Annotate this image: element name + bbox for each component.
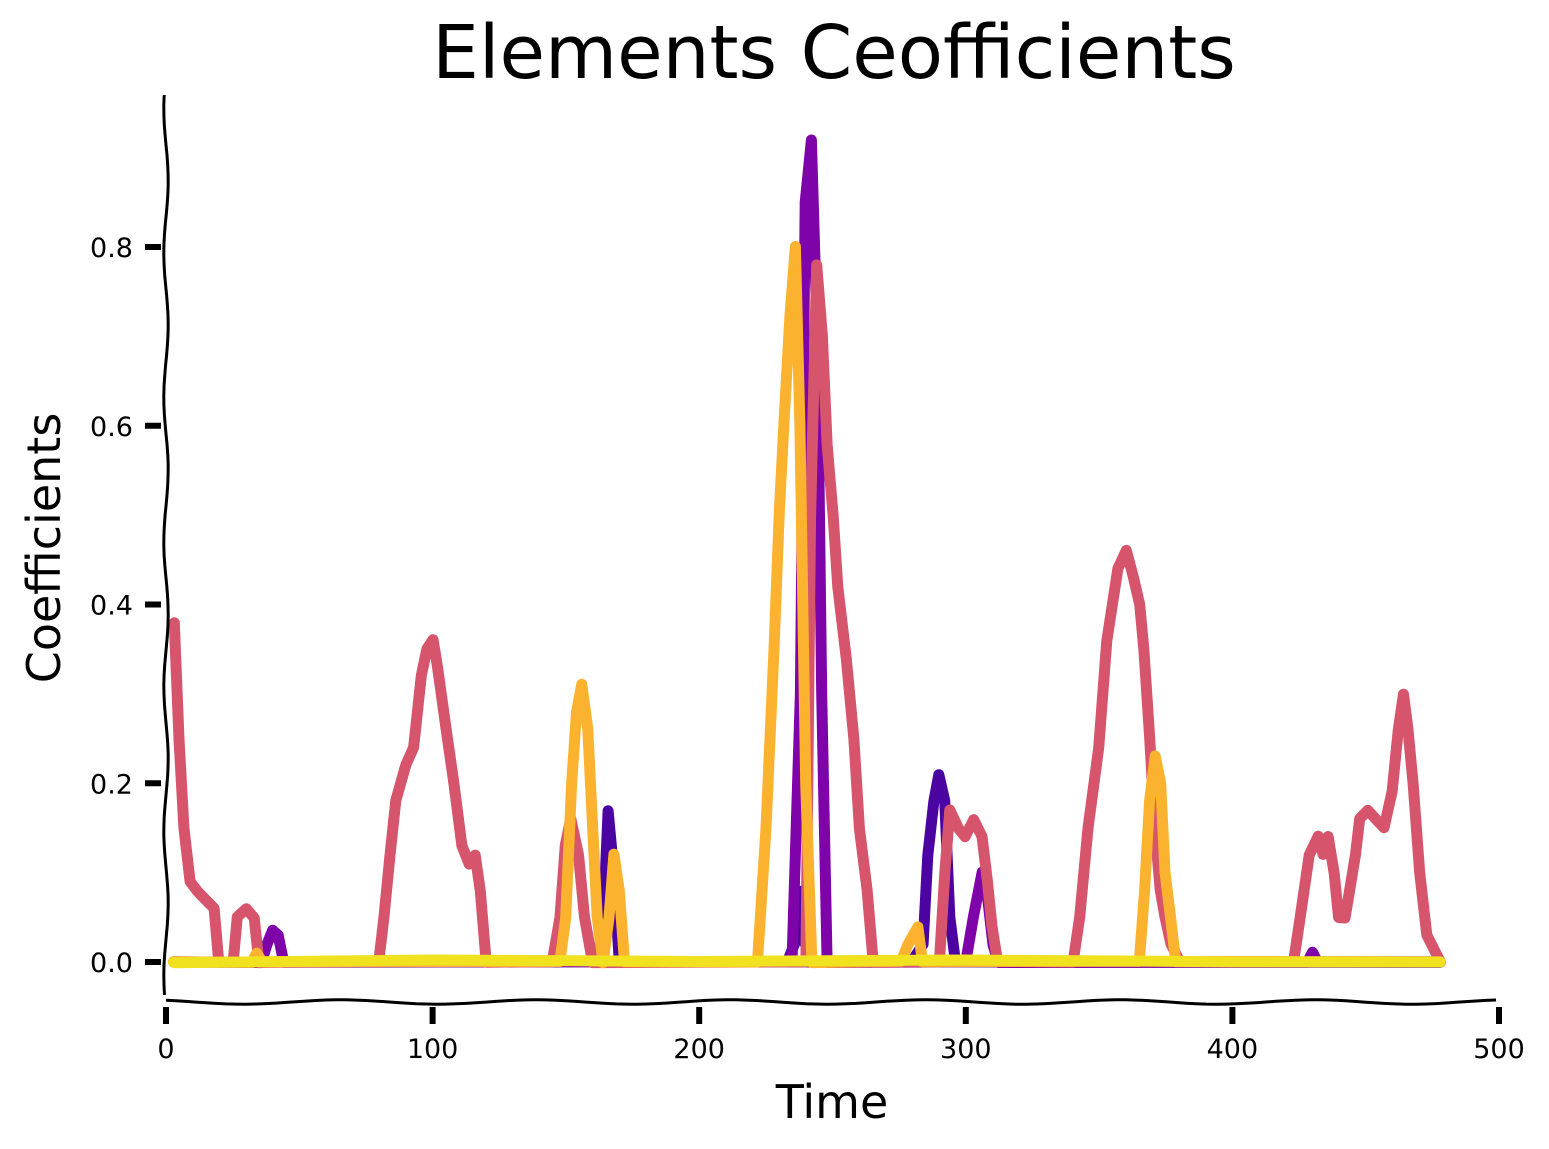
y-tick-label: 0.0 bbox=[90, 948, 133, 979]
series-layer bbox=[167, 134, 1446, 969]
y-tick-label: 0.8 bbox=[90, 233, 133, 264]
y-ticks: 0.0 0.2 0.4 0.6 0.8 bbox=[90, 233, 161, 979]
x-tick-label: 200 bbox=[673, 1034, 725, 1065]
y-axis-line bbox=[162, 94, 170, 996]
y-axis-label: Coefficients bbox=[17, 413, 71, 684]
x-axis-line bbox=[165, 998, 1497, 1006]
x-tick-label: 100 bbox=[407, 1034, 459, 1065]
series-line-4 bbox=[167, 240, 1446, 969]
x-tick-label: 500 bbox=[1473, 1034, 1525, 1065]
y-tick-label: 0.4 bbox=[90, 591, 133, 622]
series-line-5 bbox=[168, 954, 1446, 969]
x-ticks: 0 100 200 300 400 500 bbox=[157, 1007, 1525, 1065]
y-tick-label: 0.6 bbox=[90, 412, 133, 443]
chart-title: Elements Ceofficients bbox=[432, 10, 1236, 96]
x-tick-label: 400 bbox=[1207, 1034, 1259, 1065]
y-tick-label: 0.2 bbox=[90, 769, 133, 800]
x-tick-label: 300 bbox=[940, 1034, 992, 1065]
x-axis-label: Time bbox=[775, 1075, 889, 1129]
x-tick-label: 0 bbox=[157, 1034, 174, 1065]
